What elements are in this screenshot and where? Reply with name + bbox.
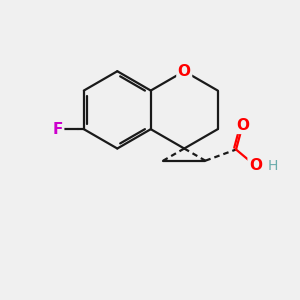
Text: F: F [52,122,63,137]
Text: H: H [268,159,278,173]
Text: O: O [178,64,191,79]
Text: O: O [236,118,249,133]
Text: O: O [249,158,262,173]
